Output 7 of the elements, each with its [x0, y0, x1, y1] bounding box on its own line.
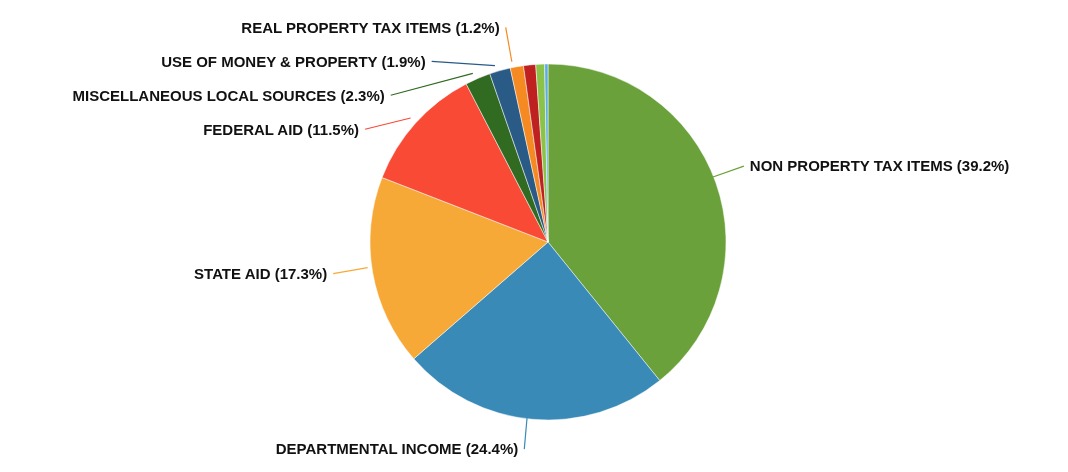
- slice-label: REAL PROPERTY TAX ITEMS (1.2%): [241, 18, 500, 36]
- slice-label: FEDERAL AID (11.5%): [203, 120, 360, 138]
- slice-label: NON PROPERTY TAX ITEMS (39.2%): [749, 157, 1010, 175]
- slice-label: MISCELLANEOUS LOCAL SOURCES (2.3%): [72, 86, 385, 104]
- slice-label: USE OF MONEY & PROPERTY (1.9%): [161, 52, 426, 70]
- slice-label: STATE AID (17.3%): [194, 264, 328, 282]
- slice-label: DEPARTMENTAL INCOME (24.4%): [275, 440, 519, 458]
